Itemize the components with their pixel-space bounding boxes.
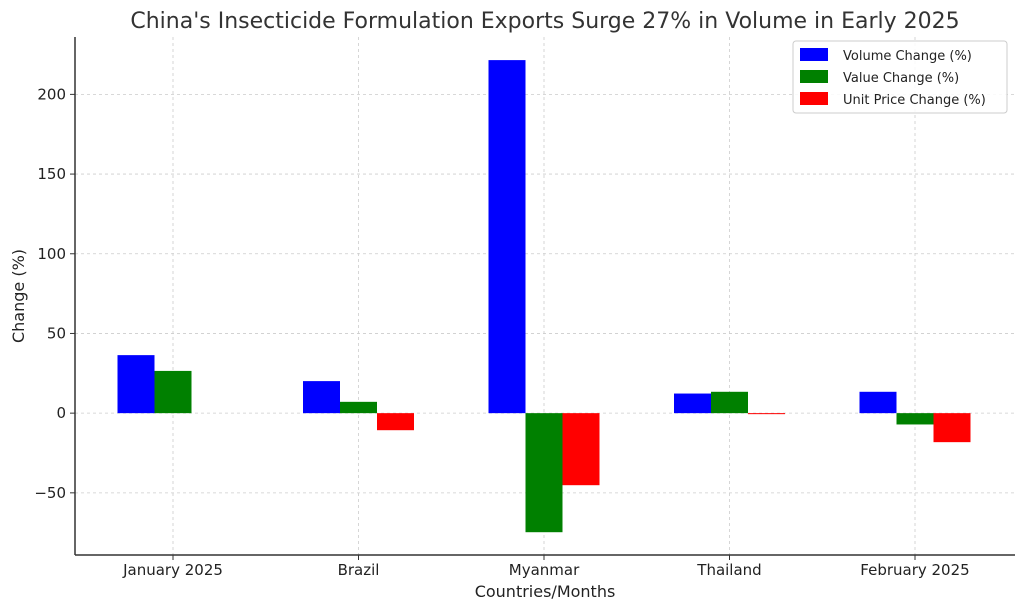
y-tick-label: −50 <box>34 484 66 502</box>
y-tick-label: 50 <box>47 324 66 342</box>
y-axis-label: Change (%) <box>9 249 28 343</box>
x-axis-label: Countries/Months <box>475 582 616 601</box>
bar-unit-price-change <box>562 413 600 486</box>
legend: Volume Change (%) Value Change (%) Unit Pr… <box>792 40 1008 114</box>
bar-value-change <box>154 370 192 414</box>
bar-volume-change <box>859 391 897 414</box>
bar-value-change <box>711 391 748 414</box>
bar-unit-price-change <box>377 413 414 431</box>
bar-unit-price-change <box>933 413 971 443</box>
bar-value-change <box>340 401 377 414</box>
legend-label: Unit Price Change (%) <box>843 93 986 108</box>
bar-volume-change <box>303 381 340 414</box>
x-tick-label: January 2025 <box>122 561 223 579</box>
legend-label: Value Change (%) <box>843 71 959 86</box>
y-tick-label: 200 <box>37 85 66 103</box>
legend-swatch <box>800 92 828 105</box>
bar-volume-change <box>117 355 155 414</box>
legend-swatch <box>800 48 828 61</box>
x-tick-label: Brazil <box>338 561 380 579</box>
y-tick-label: 150 <box>37 165 66 183</box>
x-tick-label: Thailand <box>696 561 761 579</box>
x-tick-label: February 2025 <box>860 561 969 579</box>
y-tick-label: 0 <box>56 404 66 422</box>
legend-label: Volume Change (%) <box>843 49 972 64</box>
bar-value-change <box>525 413 563 533</box>
legend-box <box>792 40 1008 114</box>
y-tick-label: 100 <box>37 245 66 263</box>
legend-swatch <box>800 70 828 83</box>
x-tick-label: Myanmar <box>509 561 580 579</box>
bar-volume-change <box>488 60 526 414</box>
bar-unit-price-change <box>748 413 785 415</box>
bar-value-change <box>896 413 934 425</box>
bar-volume-change <box>674 393 711 414</box>
chart-title: China's Insecticide Formulation Exports … <box>130 9 959 34</box>
